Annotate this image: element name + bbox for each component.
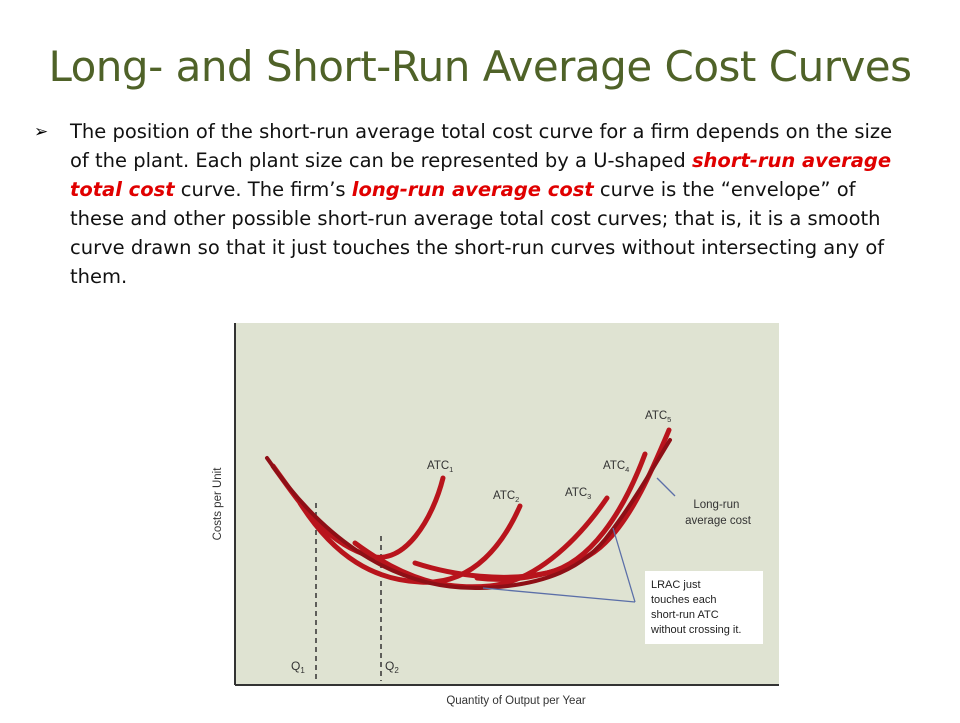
bullet-text-part-3: curve is the “envelope” of these and oth… [70,178,885,288]
lrac-leader-line [656,477,676,497]
bullet-text-part-2: curve. The firm’s [174,178,352,201]
cost-curves-diagram: ATC1 ATC2 ATC3 ATC4 ATC5 Long-run averag… [212,323,779,707]
callout-leader-2 [612,527,636,603]
lrac-label: Long-run average cost [685,499,752,527]
callout-box [645,571,763,644]
highlight-long-run-ac: long-run average cost [351,178,594,201]
cost-curves-figure: ATC1 ATC2 ATC3 ATC4 ATC5 Long-run averag… [205,318,785,718]
bullet-text-part-1: The position of the short-run average to… [70,120,893,172]
y-axis-label: Costs per Unit [212,467,224,541]
atc4-label: ATC4 [603,460,629,474]
atc1-label: ATC1 [427,460,453,474]
q2-label: Q2 [385,659,399,675]
x-axis-label: Quantity of Output per Year [446,695,586,707]
callout-text: LRAC just touches each short-run ATC wit… [650,579,741,636]
atc5-label: ATC5 [645,410,671,424]
atc3-label: ATC3 [565,487,591,501]
highlight-short-run-atc: short-run average total cost [70,149,892,201]
q1-label: Q1 [291,659,305,675]
callout-leader-1 [482,587,636,603]
lrac-curve [265,438,672,591]
slide-title: Long- and Short-Run Average Cost Curves [48,42,912,91]
bullet-text: The position of the short-run average to… [70,117,914,291]
leader-lines [482,477,676,603]
atc2-label: ATC2 [493,490,519,504]
arrow-bullet-icon: ➢ [34,122,49,142]
bullet-paragraph: ➢ The position of the short-run average … [34,117,914,291]
